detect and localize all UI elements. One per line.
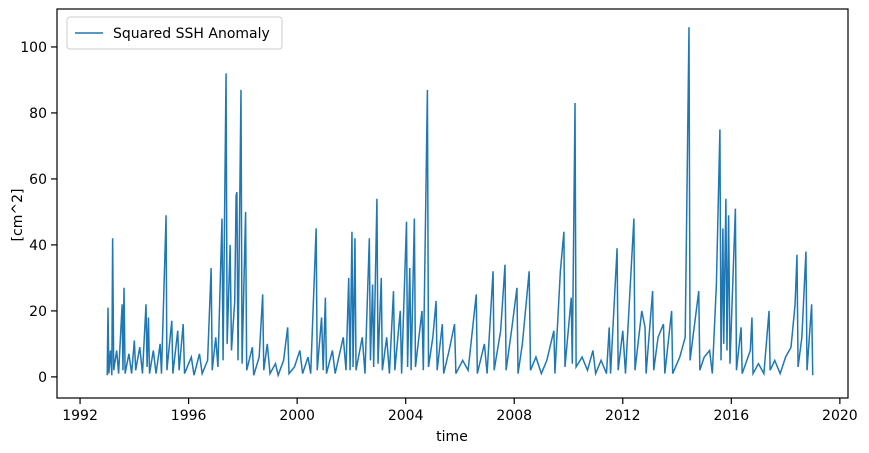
x-tick-label: 2016 — [713, 408, 749, 424]
x-tick-label: 2012 — [605, 408, 641, 424]
y-tick-label: 100 — [20, 40, 47, 56]
x-tick-label: 1992 — [62, 408, 98, 424]
y-tick-label: 0 — [38, 370, 47, 386]
x-axis-label: time — [436, 429, 468, 445]
x-tick-label: 2008 — [496, 408, 532, 424]
legend-box — [66, 16, 283, 50]
plot-frame — [56, 8, 849, 399]
y-tick-label: 40 — [29, 238, 47, 254]
x-tick-label: 2004 — [388, 408, 424, 424]
data-line — [106, 27, 814, 378]
x-tick-label: 2000 — [279, 408, 315, 424]
x-tick-label: 2020 — [822, 408, 858, 424]
y-axis-label: [cm^2] — [10, 189, 26, 242]
y-tick-label: 60 — [29, 172, 47, 188]
y-tick-label: 20 — [29, 304, 47, 320]
y-tick-label: 80 — [29, 106, 47, 122]
legend-label: Squared SSH Anomaly — [113, 26, 270, 42]
x-tick-label: 1996 — [171, 408, 207, 424]
